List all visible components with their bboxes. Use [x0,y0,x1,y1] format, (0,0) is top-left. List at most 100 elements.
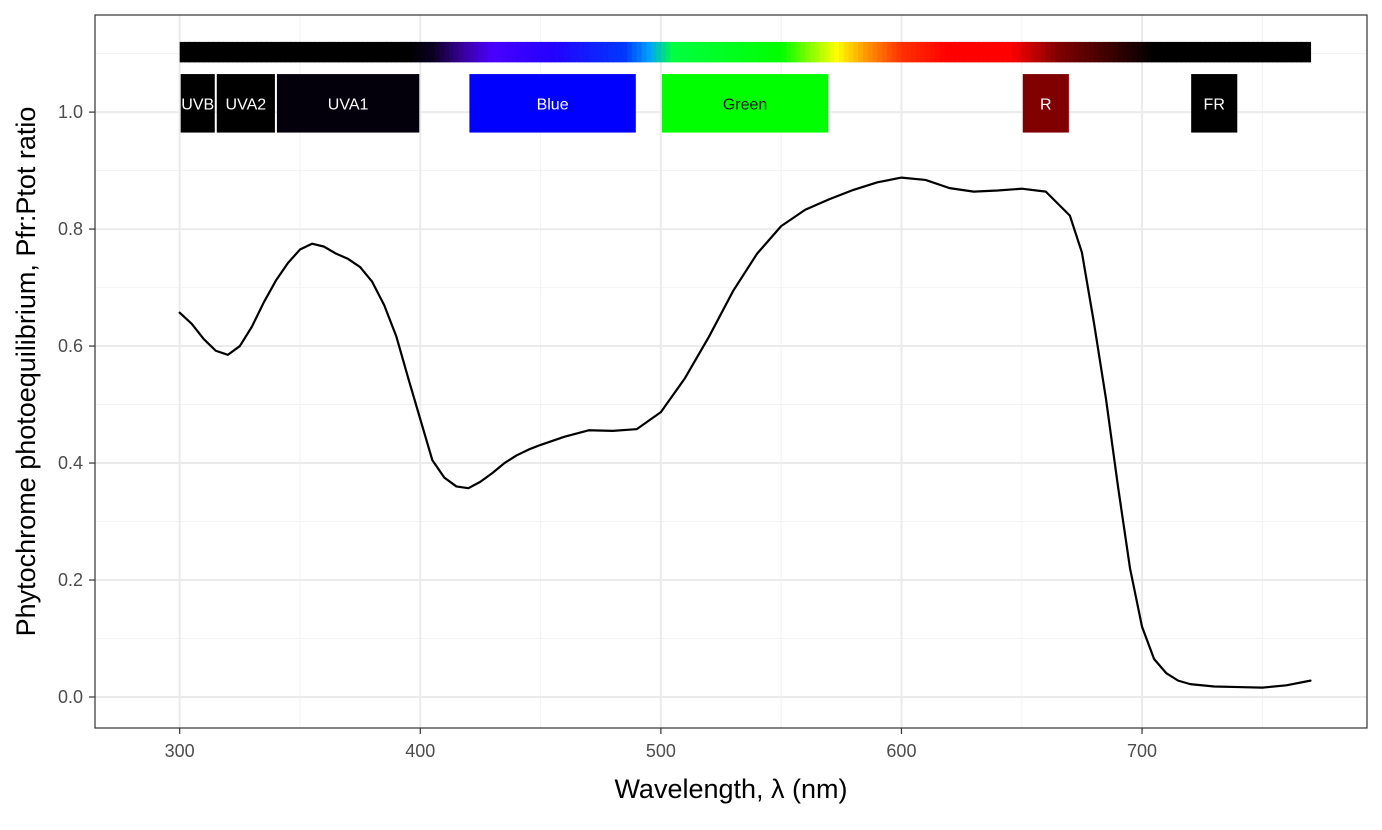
spectrum-band-segment [184,41,190,63]
spectrum-band-segment [983,41,989,63]
spectrum-band-segment [309,41,316,63]
spectrum-band-segment [925,41,931,63]
spectrum-band-segment [1271,41,1278,63]
spectrum-band-segment [381,41,388,63]
spectrum-band-segment [1137,41,1143,63]
spectrum-band-segment [1045,41,1052,63]
spectrum-band-segment [242,41,248,63]
spectrum-band-segment [506,41,513,63]
x-axis-title: Wavelength, λ (nm) [614,774,847,804]
spectrum-band-segment [771,41,777,63]
spectrum-band-segment [723,41,729,63]
spectrum-band-segment [415,41,421,63]
waveband-box [1022,74,1069,133]
spectrum-band-segment [959,41,965,63]
spectrum-band-segment [237,41,243,63]
spectrum-band-segment [439,41,445,63]
spectrum-band-segment [314,41,320,63]
spectrum-band-segment [189,41,195,63]
spectrum-band-segment [1296,41,1302,63]
spectrum-band-segment [1161,41,1167,63]
spectrum-band-segment [434,41,441,63]
spectrum-band-segment [1079,41,1085,63]
spectrum-band-segment [1175,41,1182,63]
spectrum-band-segment [1219,41,1225,63]
spectrum-band-segment [733,41,739,63]
spectrum-band-segment [1194,41,1201,63]
spectrum-band-segment [1243,41,1249,63]
spectrum-band-segment [357,41,364,63]
spectrum-band-segment [656,41,662,63]
waveband-label: FR [1204,96,1225,113]
spectrum-band-segment [1228,41,1235,63]
spectrum-band-segment [1069,41,1076,63]
spectrum-band-segment [555,41,561,63]
x-tick-label: 500 [646,741,676,761]
spectrum-band-segment [429,41,436,63]
spectrum-band-segment [920,41,927,63]
spectrum-band-segment [935,41,941,63]
spectrum-band-segment [275,41,282,63]
spectrum-band-segment [271,41,277,63]
waveband-uvb: UVB [180,74,215,133]
plot-panel-border [94,14,1368,729]
spectrum-band-segment [425,41,431,63]
spectrum-band-segment [1122,41,1129,63]
waveband-box [661,74,829,133]
spectrum-band-segment [530,41,537,63]
spectrum-band-segment [1291,41,1297,63]
spectrum-band-segment [579,41,585,63]
spectrum-band-segment [1016,41,1023,63]
spectrum-band-segment [410,41,417,63]
spectrum-band-segment [299,41,306,63]
spectrum-band-segment [641,41,648,63]
spectrum-band-segment [473,41,479,63]
spectrum-band-segment [1262,41,1268,63]
spectrum-band-segment [535,41,542,63]
spectrum-band-segment [911,41,917,63]
spectrum-band-segment [453,41,460,63]
spectrum-band-segment [319,41,325,63]
spectrum-band-segment [670,41,676,63]
spectrum-band-segment [858,41,864,63]
spectrum-band-segment [757,41,763,63]
waveband-box [276,74,420,133]
spectrum-band-segment [540,41,546,63]
spectrum-band-segment [598,41,604,63]
spectrum-band-segment [458,41,465,63]
spectrum-band-segment [708,41,715,63]
spectrum-band-segment [569,41,575,63]
y-tick-label: 0.0 [58,687,83,707]
spectrum-band-segment [761,41,768,63]
spectrum-band-segment [1170,41,1177,63]
spectrum-band-segment [694,41,700,63]
waveband-box [469,74,636,133]
data-series-line [178,176,1312,689]
spectrum-band-segment [492,41,498,63]
spectrum-band-segment [930,41,936,63]
spectrum-band-segment [497,41,503,63]
spectrum-band-segment [891,41,898,63]
spectrum-band-segment [800,41,806,63]
waveband-r: R [1022,74,1069,133]
spectrum-band-segment [781,41,787,63]
spectrum-band-segment [1108,41,1114,63]
spectrum-band-segment [954,41,960,63]
spectrum-band-segment [367,41,373,63]
x-tick-label: 300 [165,741,195,761]
spectrum-band-segment [593,41,599,63]
spectrum-band-segment [203,41,210,63]
spectrum-band-segment [1055,41,1061,63]
spectrum-band-segment [502,41,508,63]
spectrum-band-segment [964,41,970,63]
spectrum-band-segment [583,41,590,63]
spectrum-band-segment [944,41,951,63]
spectrum-band-segment [227,41,234,63]
spectrum-band-segment [1060,41,1066,63]
spectrum-band-segment [338,41,344,63]
spectrum-band-segment [362,41,368,63]
spectrum-band-segment [511,41,518,63]
spectrum-band-segment [747,41,753,63]
spectrum-band-segment [1146,41,1153,63]
